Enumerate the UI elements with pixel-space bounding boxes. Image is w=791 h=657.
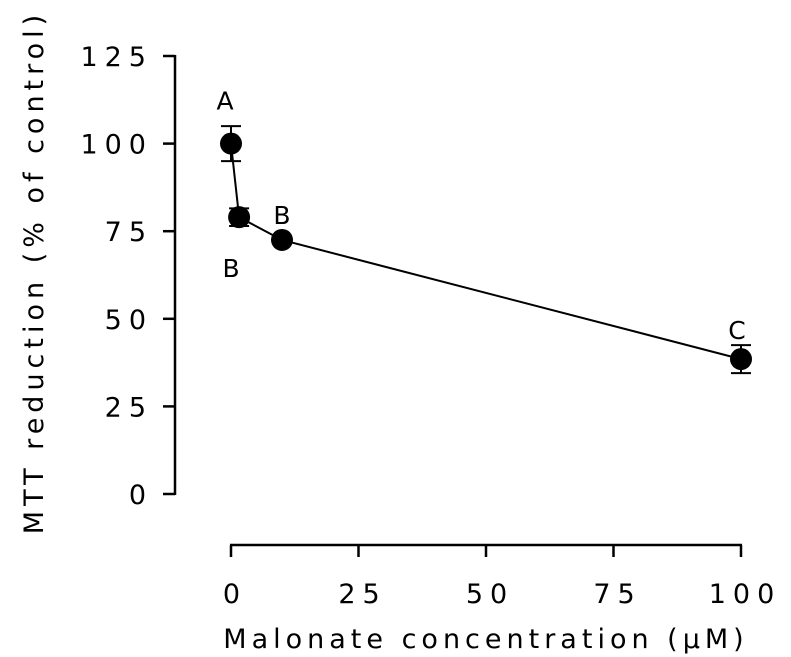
y-tick-label: 0 <box>129 480 153 511</box>
x-tick-label: 0 <box>223 579 247 610</box>
y-axis: 0 25 50 75 100 125 <box>80 42 177 511</box>
significance-letter: B <box>273 201 290 230</box>
y-tick-label: 25 <box>105 392 153 423</box>
significance-letter: B <box>223 254 240 283</box>
x-tick-label: 75 <box>593 579 641 610</box>
data-point <box>271 228 293 251</box>
x-ticks: 0 25 50 75 100 <box>223 545 782 610</box>
x-axis-title: Malonate concentration (µM) <box>223 624 748 655</box>
series-line <box>230 143 742 361</box>
y-axis-title: MTT reduction (% of control) <box>19 10 50 534</box>
plot-area: A B B C <box>216 87 752 375</box>
x-tick-label: 25 <box>338 579 386 610</box>
x-tick-label: 100 <box>709 579 782 610</box>
x-tick-label: 50 <box>466 579 514 610</box>
y-ticks: 0 25 50 75 100 125 <box>80 42 175 511</box>
significance-letter: A <box>216 87 233 116</box>
x-axis: 0 25 50 75 100 <box>223 543 782 610</box>
y-tick-label: 125 <box>80 42 153 73</box>
y-tick-label: 50 <box>105 305 153 336</box>
data-point <box>220 132 242 155</box>
data-point <box>228 206 251 229</box>
y-tick-label: 100 <box>80 130 153 161</box>
y-tick-label: 75 <box>105 217 153 248</box>
significance-letter: C <box>728 316 745 345</box>
data-point <box>730 348 752 371</box>
